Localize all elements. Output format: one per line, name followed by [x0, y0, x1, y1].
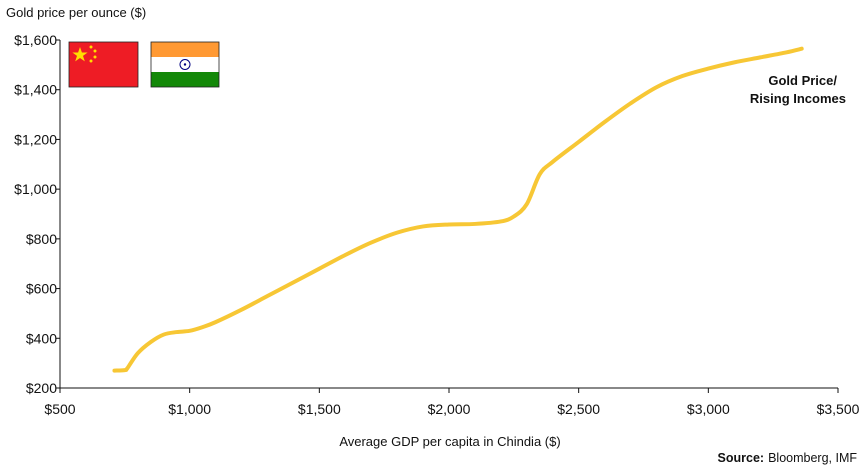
x-tick-label: $2,500 [557, 401, 600, 417]
y-tick-label: $800 [26, 231, 57, 247]
x-tick-label: $3,500 [817, 401, 860, 417]
x-axis-title: Average GDP per capita in Chindia ($) [339, 434, 560, 449]
axes: $200 $400 $600 $800 $1,000 $1,200 $1,400 $1,600… [14, 32, 859, 417]
china-flag-icon [68, 41, 139, 88]
series-annotation-line2: Rising Incomes [750, 91, 846, 106]
source-note: Source: Bloomberg, IMF [718, 451, 858, 465]
y-tick-label: $1,200 [14, 131, 57, 147]
gold-price-series-line [112, 46, 804, 373]
x-tick-label: $1,000 [168, 401, 211, 417]
y-tick-label: $400 [26, 330, 57, 346]
y-axis-title: Gold price per ounce ($) [6, 5, 146, 20]
source-label: Source: [718, 451, 765, 465]
y-tick-label: $1,600 [14, 32, 57, 48]
y-tick-label: $200 [26, 380, 57, 396]
source-text: Bloomberg, IMF [768, 451, 857, 465]
x-tick-label: $1,500 [298, 401, 341, 417]
x-tick-label: $2,000 [428, 401, 471, 417]
y-tick-label: $1,400 [14, 82, 57, 98]
x-tick-label: $3,000 [687, 401, 730, 417]
x-tick-label: $500 [44, 401, 75, 417]
y-tick-label: $1,000 [14, 181, 57, 197]
series-group [112, 46, 804, 373]
series-annotation-line1: Gold Price/ [768, 73, 837, 88]
y-tick-label: $600 [26, 281, 57, 297]
india-flag-icon [150, 41, 220, 88]
